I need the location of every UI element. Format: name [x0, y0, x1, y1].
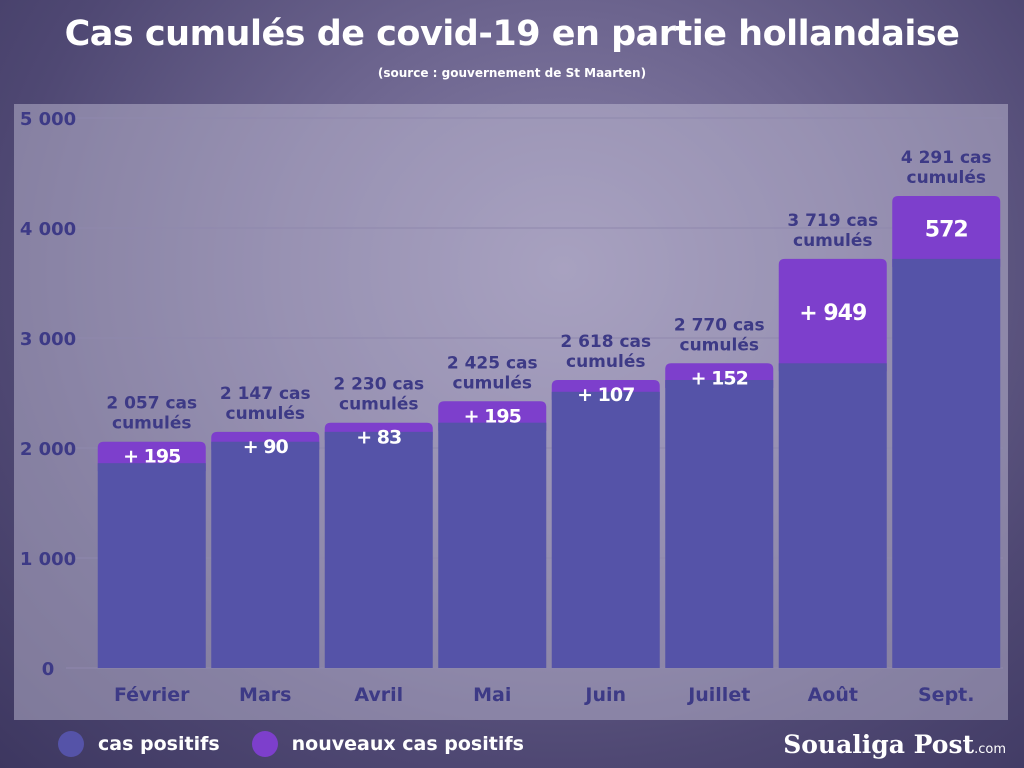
total-label-line2: cumulés	[566, 352, 645, 372]
y-tick-label: 1 000	[20, 549, 76, 570]
total-label-line2: cumulés	[907, 168, 986, 188]
x-tick-label: Juillet	[686, 684, 750, 706]
total-label-line2: cumulés	[680, 335, 759, 355]
legend-swatch-new-icon	[251, 731, 278, 757]
total-label-line1: 2 618 cas	[560, 332, 651, 352]
new-cases-label: + 107	[577, 384, 634, 406]
total-label-line1: 3 719 cas	[787, 211, 878, 231]
bar-cas-positifs	[97, 463, 206, 668]
bar-cas-positifs	[324, 431, 433, 668]
new-cases-label: 572	[925, 217, 968, 242]
new-cases-label: + 195	[464, 405, 521, 427]
bar-new-cases	[778, 258, 887, 372]
legend-label-cas-positifs: cas positifs	[98, 733, 220, 755]
bar-new-cases	[892, 195, 1001, 267]
total-label-line1: 2 147 cas	[220, 384, 311, 404]
bar-cas-positifs	[665, 380, 774, 668]
total-label-line2: cumulés	[339, 395, 418, 415]
new-cases-label: + 83	[356, 427, 401, 449]
total-label-line1: 4 291 cas	[901, 148, 992, 168]
new-cases-label: + 195	[123, 446, 180, 468]
x-tick-label: Mai	[473, 684, 511, 706]
total-label-line2: cumulés	[793, 231, 872, 251]
legend-item-cas-positifs: cas positifs	[58, 731, 220, 757]
total-label-line1: 2 425 cas	[447, 353, 538, 373]
y-tick-label: 2 000	[20, 439, 76, 460]
legend-item-nouveaux-cas: nouveaux cas positifs	[251, 731, 524, 757]
chart-subtitle: (source : gouvernement de St Maarten)	[377, 66, 647, 80]
x-tick-label: Mars	[239, 684, 291, 706]
bar-cas-positifs	[551, 391, 660, 668]
legend: cas positifs nouveaux cas positifs	[58, 728, 556, 760]
y-tick-label: 3 000	[20, 329, 76, 350]
new-cases-label: + 90	[243, 436, 289, 458]
x-tick-label: Août	[808, 684, 858, 706]
legend-label-nouveaux-cas: nouveaux cas positifs	[291, 733, 524, 755]
logo-name: Soualiga Post	[783, 730, 975, 759]
chart-title: Cas cumulés de covid-19 en partie hollan…	[64, 14, 960, 54]
logo-suffix: .com	[974, 742, 1006, 757]
bar-cas-positifs	[438, 422, 547, 668]
total-label-line1: 2 770 cas	[674, 315, 765, 335]
x-tick-label: Avril	[354, 684, 403, 706]
bar-cas-positifs	[778, 363, 887, 668]
publisher-logo: Soualiga Post.com	[783, 730, 1006, 759]
x-tick-label: Sept.	[918, 684, 974, 706]
total-label-line1: 2 057 cas	[106, 394, 197, 414]
total-label-line1: 2 230 cas	[333, 375, 424, 395]
y-tick-label: 4 000	[20, 219, 76, 240]
y-tick-label: 0	[42, 659, 55, 680]
y-tick-label: 5 000	[20, 109, 76, 130]
bar-cas-positifs	[892, 258, 1001, 668]
legend-swatch-base-icon	[58, 731, 84, 757]
x-tick-label: Juin	[583, 684, 626, 706]
new-cases-label: + 949	[799, 301, 866, 326]
total-label-line2: cumulés	[226, 404, 305, 424]
total-label-line2: cumulés	[112, 414, 191, 434]
new-cases-label: + 152	[691, 367, 748, 389]
bar-cas-positifs	[211, 441, 320, 668]
x-tick-label: Février	[114, 684, 190, 706]
total-label-line2: cumulés	[453, 373, 532, 393]
